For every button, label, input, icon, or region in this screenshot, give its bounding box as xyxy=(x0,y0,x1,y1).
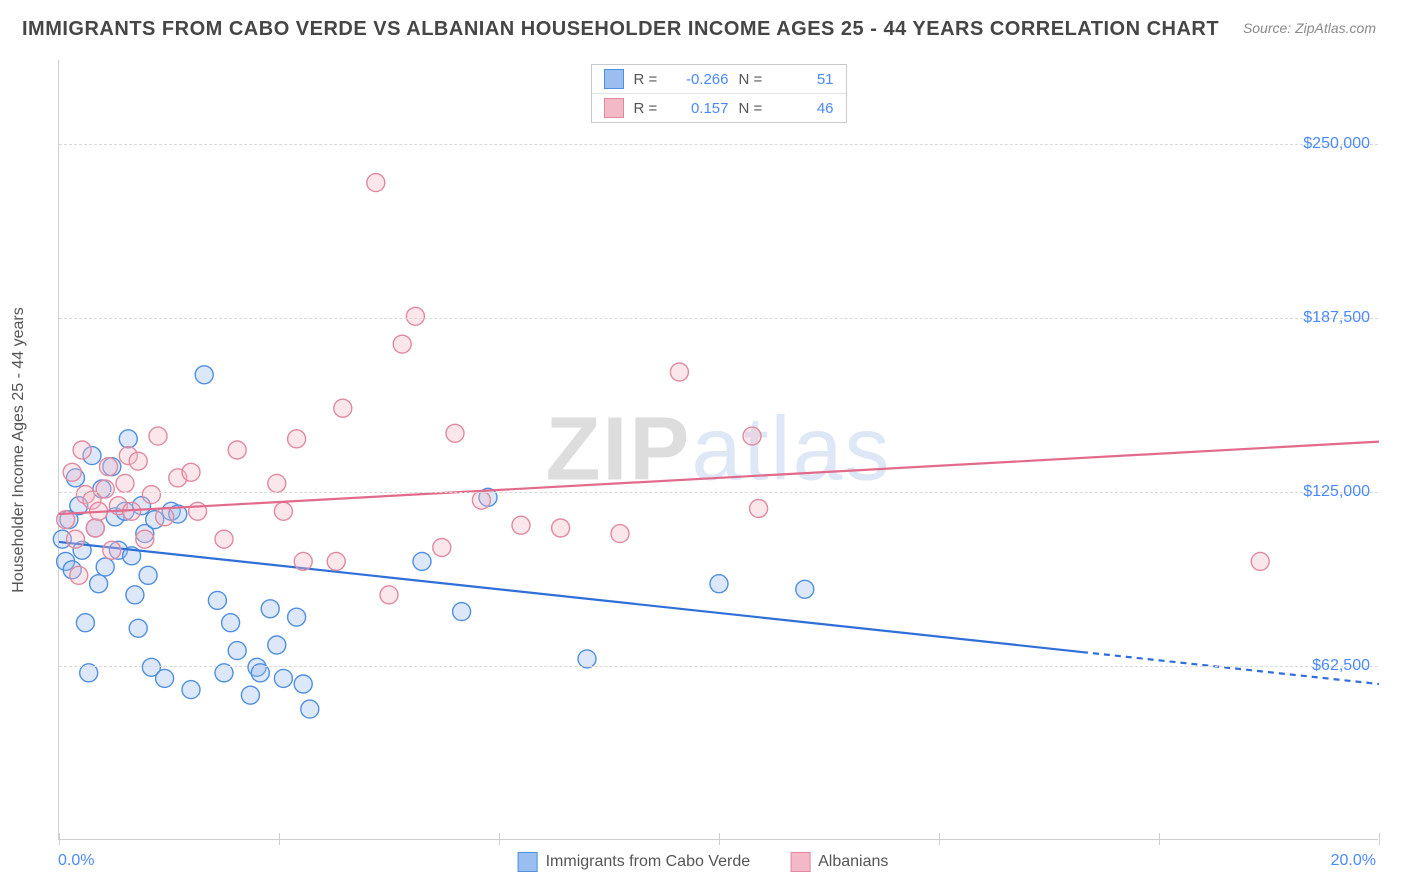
data-point xyxy=(611,525,629,543)
data-point xyxy=(750,500,768,518)
gridline xyxy=(59,666,1378,667)
x-tick xyxy=(499,833,500,845)
data-point xyxy=(294,675,312,693)
data-point xyxy=(76,614,94,632)
data-point xyxy=(156,508,174,526)
data-point xyxy=(96,558,114,576)
gridline xyxy=(59,492,1378,493)
data-point xyxy=(67,530,85,548)
data-point xyxy=(86,519,104,537)
data-point xyxy=(228,642,246,660)
data-point xyxy=(274,502,292,520)
swatch-icon xyxy=(790,852,810,872)
data-point xyxy=(380,586,398,604)
data-point xyxy=(413,552,431,570)
y-tick-label: $125,000 xyxy=(1303,483,1370,501)
y-axis-label: Householder Income Ages 25 - 44 years xyxy=(10,307,28,593)
data-point xyxy=(156,669,174,687)
legend-label: Immigrants from Cabo Verde xyxy=(546,853,751,871)
data-point xyxy=(274,669,292,687)
y-tick-label: $187,500 xyxy=(1303,309,1370,327)
gridline xyxy=(59,318,1378,319)
data-point xyxy=(136,530,154,548)
data-point xyxy=(268,474,286,492)
legend-label: Albanians xyxy=(818,853,888,871)
legend-item: Immigrants from Cabo Verde xyxy=(518,852,751,872)
y-tick-label: $62,500 xyxy=(1312,657,1370,675)
data-point xyxy=(222,614,240,632)
data-point xyxy=(149,427,167,445)
data-point xyxy=(139,566,157,584)
data-point xyxy=(129,619,147,637)
legend-bottom: Immigrants from Cabo Verde Albanians xyxy=(518,852,889,872)
data-point xyxy=(129,452,147,470)
data-point xyxy=(743,427,761,445)
x-min-label: 0.0% xyxy=(58,852,94,870)
data-point xyxy=(552,519,570,537)
data-point xyxy=(406,307,424,325)
data-point xyxy=(710,575,728,593)
legend-item: Albanians xyxy=(790,852,888,872)
data-point xyxy=(189,502,207,520)
data-point xyxy=(294,552,312,570)
data-point xyxy=(182,681,200,699)
x-tick xyxy=(59,833,60,845)
data-point xyxy=(73,441,91,459)
data-point xyxy=(215,530,233,548)
data-point xyxy=(334,399,352,417)
data-point xyxy=(208,591,226,609)
x-tick xyxy=(279,833,280,845)
x-tick xyxy=(719,833,720,845)
data-point xyxy=(116,474,134,492)
gridline xyxy=(59,144,1378,145)
source-credit: Source: ZipAtlas.com xyxy=(1243,20,1376,36)
data-point xyxy=(119,430,137,448)
data-point xyxy=(796,580,814,598)
data-point xyxy=(100,458,118,476)
data-point xyxy=(126,586,144,604)
data-point xyxy=(446,424,464,442)
data-point xyxy=(288,608,306,626)
data-point xyxy=(367,174,385,192)
data-point xyxy=(670,363,688,381)
data-point xyxy=(288,430,306,448)
data-point xyxy=(472,491,490,509)
data-point xyxy=(195,366,213,384)
data-point xyxy=(182,463,200,481)
data-point xyxy=(90,575,108,593)
data-point xyxy=(327,552,345,570)
data-point xyxy=(228,441,246,459)
data-point xyxy=(241,686,259,704)
x-tick xyxy=(939,833,940,845)
data-point xyxy=(63,463,81,481)
trend-line xyxy=(59,442,1379,514)
data-point xyxy=(1251,552,1269,570)
data-point xyxy=(103,541,121,559)
y-tick-label: $250,000 xyxy=(1303,135,1370,153)
x-max-label: 20.0% xyxy=(1331,852,1376,870)
data-point xyxy=(301,700,319,718)
data-point xyxy=(142,486,160,504)
data-point xyxy=(433,539,451,557)
data-point xyxy=(393,335,411,353)
chart-svg xyxy=(59,60,1378,839)
x-tick xyxy=(1159,833,1160,845)
data-point xyxy=(261,600,279,618)
chart-title: IMMIGRANTS FROM CABO VERDE VS ALBANIAN H… xyxy=(22,18,1219,41)
data-point xyxy=(453,603,471,621)
data-point xyxy=(512,516,530,534)
x-tick xyxy=(1379,833,1380,845)
data-point xyxy=(96,480,114,498)
swatch-icon xyxy=(518,852,538,872)
data-point xyxy=(70,566,88,584)
data-point xyxy=(268,636,286,654)
plot-area: ZIPatlas R = -0.266 N = 51 R = 0.157 N =… xyxy=(58,60,1378,840)
